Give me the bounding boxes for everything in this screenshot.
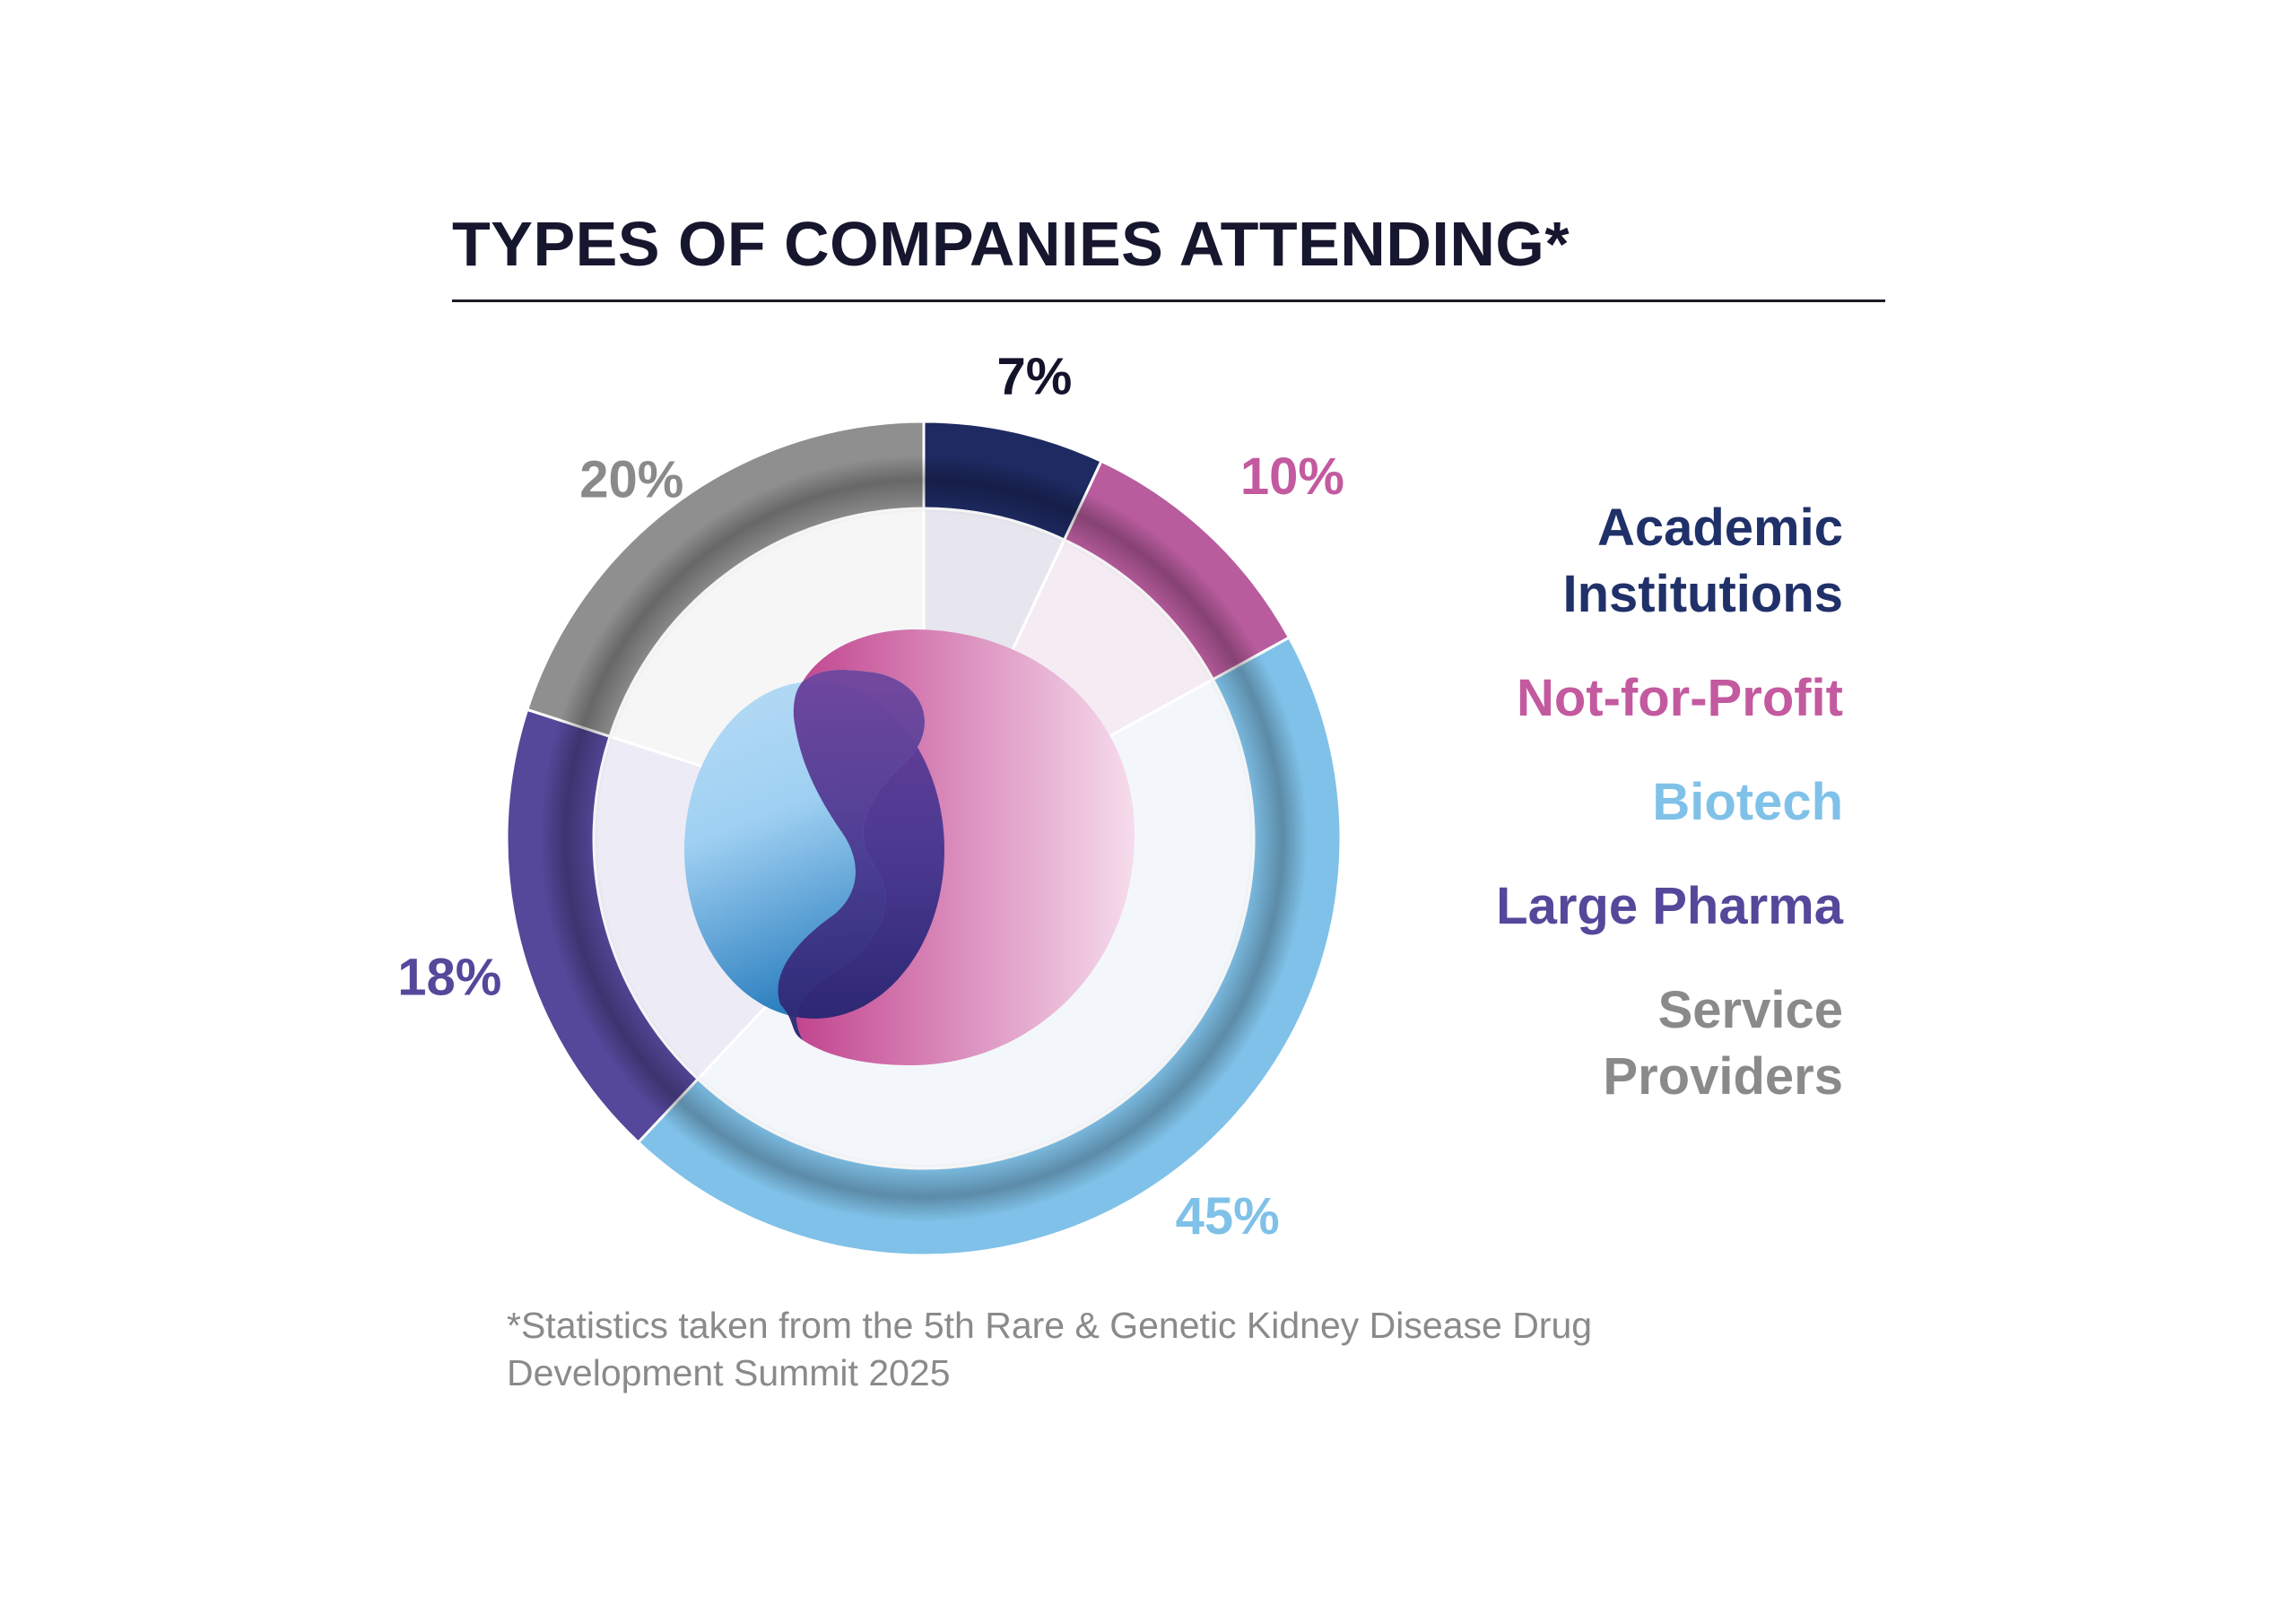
center-logo [684, 629, 1135, 1065]
pct-label-academic-institutions: 7% [997, 348, 1073, 406]
logo-purple-wave-pink [778, 670, 926, 1040]
legend-item-not-for-profit: Not-for-Profit [1516, 669, 1843, 727]
legend: Academic Institutions Not-for-Profit Bio… [1161, 495, 1843, 1148]
pct-label-service-providers: 20% [579, 450, 683, 508]
legend-item-biotech: Biotech [1652, 773, 1843, 831]
legend-item-large-pharma: Large Pharma [1496, 877, 1843, 935]
percentage-labels: 7% 10% 45% 18% 20% [397, 348, 1344, 1245]
chart-title: TYPES OF COMPANIES ATTENDING* [452, 209, 1570, 279]
pct-label-large-pharma: 18% [397, 948, 501, 1006]
title-divider [452, 299, 1885, 302]
legend-item-academic: Academic Institutions [1562, 499, 1843, 623]
pct-label-biotech: 45% [1176, 1187, 1280, 1245]
legend-item-service-providers: Service Providers [1603, 981, 1843, 1106]
footnote: *Statistics taken from the 5th Rare & Ge… [507, 1305, 1593, 1393]
pct-label-not-for-profit: 10% [1240, 447, 1344, 506]
